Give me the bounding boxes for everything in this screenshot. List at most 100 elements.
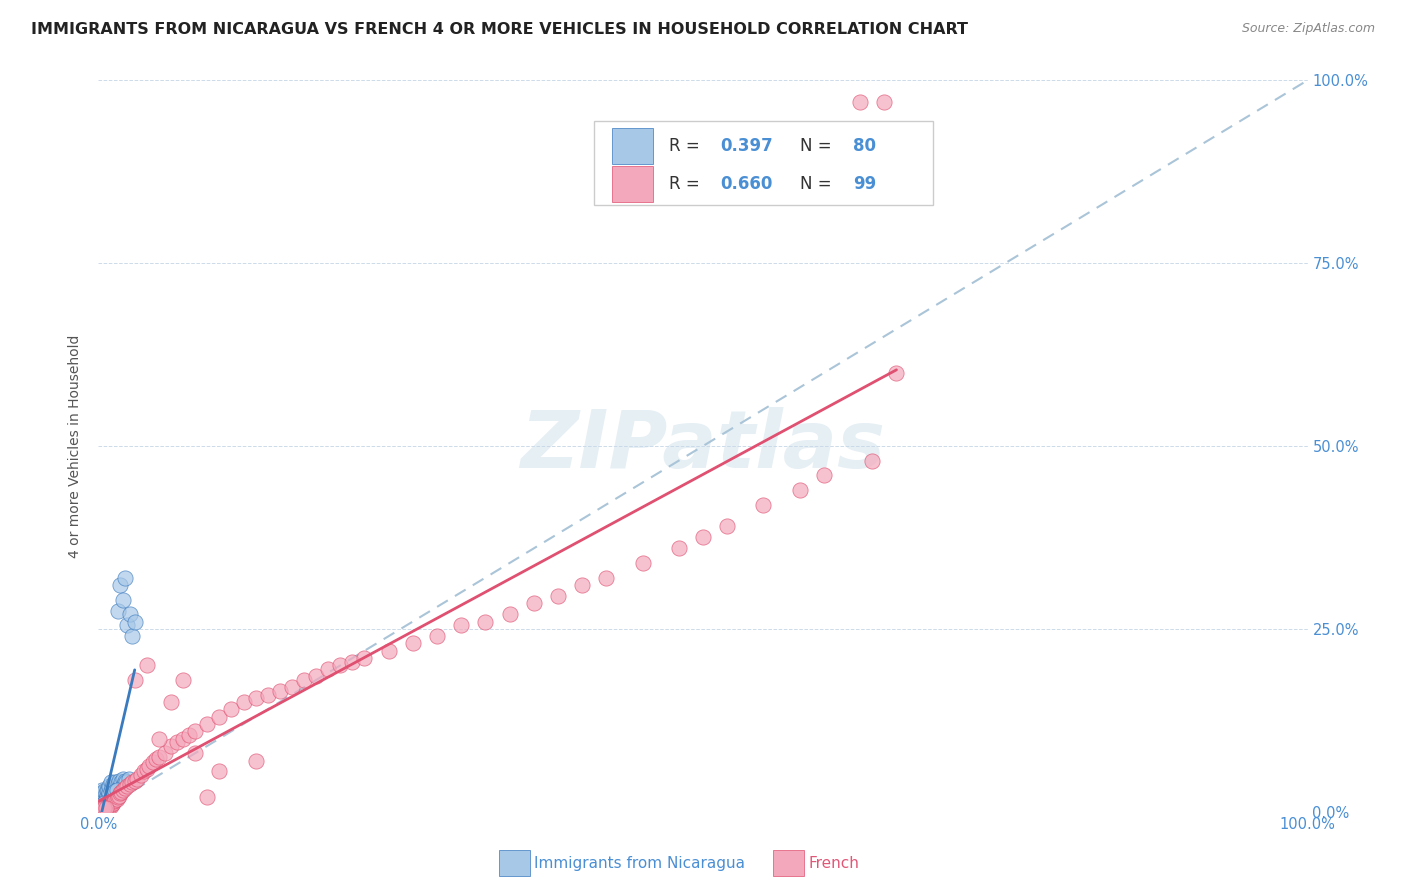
Point bbox=[129, 768, 152, 782]
Point bbox=[89, 801, 111, 815]
Point bbox=[89, 803, 111, 817]
Point bbox=[121, 629, 143, 643]
Point bbox=[100, 797, 122, 812]
Point bbox=[108, 789, 131, 803]
FancyBboxPatch shape bbox=[613, 128, 654, 163]
Point bbox=[100, 781, 122, 796]
Point bbox=[160, 739, 183, 753]
Point bbox=[94, 787, 117, 801]
Point bbox=[94, 801, 117, 815]
Point bbox=[105, 791, 128, 805]
Text: R =: R = bbox=[669, 175, 706, 193]
Point bbox=[305, 669, 328, 683]
Point bbox=[91, 798, 114, 813]
Point bbox=[117, 779, 139, 793]
Point bbox=[96, 797, 118, 812]
Point bbox=[91, 796, 114, 810]
Text: French: French bbox=[808, 855, 859, 871]
Point bbox=[179, 728, 201, 742]
Point bbox=[195, 717, 218, 731]
Point bbox=[108, 774, 131, 789]
Point bbox=[91, 796, 114, 810]
Point bbox=[752, 498, 775, 512]
Point bbox=[353, 651, 375, 665]
Point bbox=[94, 791, 117, 805]
FancyBboxPatch shape bbox=[595, 120, 932, 204]
Point bbox=[100, 795, 122, 809]
Point bbox=[94, 801, 117, 815]
Point bbox=[873, 95, 896, 110]
Text: IMMIGRANTS FROM NICARAGUA VS FRENCH 4 OR MORE VEHICLES IN HOUSEHOLD CORRELATION : IMMIGRANTS FROM NICARAGUA VS FRENCH 4 OR… bbox=[31, 22, 967, 37]
Point bbox=[124, 673, 146, 687]
Point bbox=[101, 796, 124, 810]
Text: Source: ZipAtlas.com: Source: ZipAtlas.com bbox=[1241, 22, 1375, 36]
Point bbox=[269, 684, 291, 698]
Point bbox=[208, 709, 231, 723]
Point bbox=[91, 787, 114, 801]
Point bbox=[208, 764, 231, 779]
Point bbox=[789, 483, 811, 497]
Text: 80: 80 bbox=[853, 136, 876, 154]
Point bbox=[89, 798, 111, 813]
Point bbox=[860, 453, 883, 467]
Point bbox=[111, 772, 134, 786]
Point bbox=[115, 775, 138, 789]
Point bbox=[90, 799, 112, 814]
Point bbox=[97, 797, 120, 812]
Point bbox=[377, 644, 399, 658]
Point bbox=[172, 731, 194, 746]
Point bbox=[256, 688, 278, 702]
Point bbox=[232, 695, 254, 709]
Point bbox=[98, 787, 121, 801]
Point bbox=[153, 746, 176, 760]
Point bbox=[90, 798, 112, 813]
Point bbox=[98, 799, 121, 814]
Point bbox=[97, 796, 120, 810]
Point bbox=[97, 782, 120, 797]
Point bbox=[89, 796, 111, 810]
Point bbox=[91, 797, 114, 812]
Point bbox=[112, 777, 135, 791]
Point bbox=[142, 755, 165, 769]
Point bbox=[124, 615, 146, 629]
Point bbox=[127, 772, 149, 786]
Point bbox=[118, 777, 141, 791]
Text: Immigrants from Nicaragua: Immigrants from Nicaragua bbox=[534, 855, 745, 871]
Point bbox=[93, 801, 115, 815]
Point bbox=[114, 774, 136, 789]
Point bbox=[118, 607, 141, 622]
Point bbox=[110, 775, 132, 789]
Point bbox=[91, 799, 114, 814]
Point bbox=[145, 752, 167, 766]
Point bbox=[98, 794, 121, 808]
Point bbox=[101, 789, 124, 803]
Point bbox=[474, 615, 496, 629]
Point bbox=[111, 782, 134, 797]
Point bbox=[91, 801, 114, 815]
Point bbox=[91, 798, 114, 813]
Point bbox=[668, 541, 690, 556]
Point bbox=[91, 802, 114, 816]
Point bbox=[111, 592, 134, 607]
Point bbox=[195, 790, 218, 805]
Point bbox=[100, 798, 122, 813]
Text: 99: 99 bbox=[853, 175, 876, 193]
Point bbox=[172, 673, 194, 687]
Point bbox=[571, 578, 593, 592]
Point bbox=[813, 468, 835, 483]
Point bbox=[89, 803, 111, 817]
Point bbox=[89, 801, 111, 815]
Point bbox=[91, 791, 114, 805]
Point bbox=[114, 781, 136, 796]
Point bbox=[89, 803, 111, 817]
Point bbox=[93, 790, 115, 805]
Point bbox=[114, 571, 136, 585]
Point bbox=[93, 796, 115, 810]
Point bbox=[108, 779, 131, 793]
Point bbox=[90, 791, 112, 805]
Point bbox=[90, 794, 112, 808]
Point bbox=[148, 749, 170, 764]
Point bbox=[96, 800, 118, 814]
Point bbox=[91, 782, 114, 797]
Point bbox=[93, 784, 115, 798]
